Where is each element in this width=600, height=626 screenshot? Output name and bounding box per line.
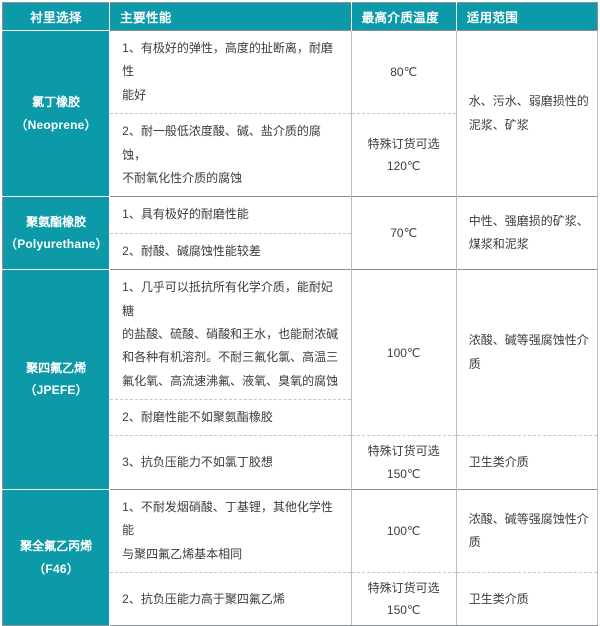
material-name-en: （F46） bbox=[33, 561, 79, 576]
table-row: 2、耐酸、碱腐蚀性能较差 bbox=[3, 232, 598, 270]
scope-cell: 卫生类介质 bbox=[456, 572, 599, 626]
property-line: 2、耐磨性能不如聚氨酯橡胶 bbox=[122, 410, 273, 425]
property-cell: 2、耐酸、碱腐蚀性能较差 bbox=[109, 232, 352, 270]
scope-line: 泥浆、矿浆 bbox=[468, 117, 529, 132]
column-header-applicable-range: 适用范围 bbox=[456, 2, 598, 31]
property-cell: 1、几乎可以抵抗所有化学介质，能耐妃糖 的盐酸、硫酸、硝酸和王水，也能耐浓碱 和… bbox=[109, 269, 352, 400]
temperature-cell: 100℃ bbox=[351, 269, 457, 436]
table-header: 衬里选择 主要性能 最高介质温度 适用范围 bbox=[2, 2, 598, 31]
scope-line: 浓酸、碱等强腐蚀性介 bbox=[468, 511, 589, 526]
temperature-note: 特殊订货可选 bbox=[367, 581, 440, 596]
material-name-cn: 聚四氟乙烯 bbox=[26, 361, 87, 376]
property-line: 不耐氧化性介质的腐蚀 bbox=[122, 170, 243, 185]
scope-cell: 卫生类介质 bbox=[456, 435, 599, 490]
temperature-value: 100℃ bbox=[386, 345, 421, 360]
material-cell-f46: 聚全氟乙丙烯 （F46） bbox=[2, 488, 111, 626]
scope-cell: 中性、强磨损的矿浆、 煤浆和泥浆 bbox=[456, 196, 599, 270]
property-line: 2、耐酸、碱腐蚀性能较差 bbox=[122, 243, 261, 258]
temperature-value: 70℃ bbox=[390, 226, 418, 241]
property-line: 氟化氧、高流速沸氟、液氧、臭氧的腐蚀 bbox=[122, 373, 339, 388]
property-line: 1、具有极好的耐磨性能 bbox=[122, 207, 249, 222]
temperature-value: 150℃ bbox=[386, 466, 421, 481]
scope-line: 浓酸、碱等强腐蚀性介 bbox=[468, 333, 589, 348]
table-row: 聚氨酯橡胶 （Polyurethane） 1、具有极好的耐磨性能 70℃ 中性、… bbox=[2, 196, 599, 270]
temperature-value: 80℃ bbox=[390, 64, 418, 79]
property-line: 和各种有机溶剂。不耐三氟化氯、高温三 bbox=[122, 350, 339, 365]
property-line: 2、抗负压能力高于聚四氟乙烯 bbox=[122, 591, 285, 606]
property-line: 3、抗负压能力不如氯丁胶想 bbox=[122, 454, 273, 469]
scope-line: 煤浆和泥浆 bbox=[468, 237, 529, 252]
property-cell: 2、耐磨性能不如聚氨酯橡胶 bbox=[109, 399, 352, 436]
property-line: 能好 bbox=[122, 87, 147, 102]
scope-line: 卫生类介质 bbox=[468, 591, 529, 606]
table-header-row: 衬里选择 主要性能 最高介质温度 适用范围 bbox=[2, 2, 598, 31]
temperature-cell: 80℃ bbox=[351, 29, 457, 114]
scope-line: 水、污水、弱磨损性的 bbox=[468, 94, 589, 109]
scope-line: 卫生类介质 bbox=[468, 454, 529, 469]
scope-line: 质 bbox=[468, 356, 481, 371]
property-cell: 2、抗负压能力高于聚四氟乙烯 bbox=[109, 572, 352, 626]
table-row: 2、耐一般低浓度酸、碱、盐介质的腐蚀， 不耐氧化性介质的腐蚀 特殊订货可选 12… bbox=[3, 113, 598, 197]
scope-line: 中性、强磨损的矿浆、 bbox=[468, 213, 589, 228]
scope-cell: 浓酸、碱等强腐蚀性介 质 bbox=[456, 488, 599, 573]
material-name-cn: 氯丁橡胶 bbox=[32, 95, 81, 110]
property-line: 1、有极好的弹性，高度的扯断离，耐磨性 bbox=[122, 41, 333, 79]
temperature-cell: 特殊订货可选 150℃ bbox=[351, 435, 457, 490]
property-line: 2、耐一般低浓度酸、碱、盐介质的腐蚀， bbox=[122, 124, 321, 162]
temperature-value: 120℃ bbox=[386, 159, 421, 174]
material-name-en: （Polyurethane） bbox=[5, 237, 108, 252]
temperature-value: 100℃ bbox=[386, 523, 421, 538]
property-line: 与聚四氟乙烯基本相同 bbox=[122, 546, 243, 561]
material-name-cn: 聚全氟乙丙烯 bbox=[20, 539, 93, 554]
property-line: 1、几乎可以抵抗所有化学介质，能耐妃糖 bbox=[122, 280, 333, 318]
temperature-note: 特殊订货可选 bbox=[367, 444, 440, 459]
table-row: 氯丁橡胶 （Neoprene） 1、有极好的弹性，高度的扯断离，耐磨性 能好 8… bbox=[2, 29, 599, 197]
material-name-en: （JPEFE） bbox=[24, 383, 88, 398]
material-name-en: （Neoprene） bbox=[15, 117, 97, 132]
material-cell-neoprene: 氯丁橡胶 （Neoprene） bbox=[2, 29, 111, 197]
material-name-cn: 聚氨酯橡胶 bbox=[26, 215, 87, 230]
column-header-main-properties: 主要性能 bbox=[109, 2, 352, 31]
property-cell: 1、有极好的弹性，高度的扯断离，耐磨性 能好 bbox=[109, 29, 352, 114]
material-cell-polyurethane: 聚氨酯橡胶 （Polyurethane） bbox=[2, 196, 111, 270]
property-cell: 3、抗负压能力不如氯丁胶想 bbox=[109, 435, 352, 490]
table-body: 氯丁橡胶 （Neoprene） 1、有极好的弹性，高度的扯断离，耐磨性 能好 8… bbox=[2, 29, 599, 626]
property-cell: 1、具有极好的耐磨性能 bbox=[109, 196, 352, 234]
scope-cell: 浓酸、碱等强腐蚀性介 质 bbox=[456, 269, 599, 436]
temperature-cell: 70℃ bbox=[351, 196, 457, 270]
temperature-value: 150℃ bbox=[386, 603, 421, 618]
temperature-note: 特殊订货可选 bbox=[367, 137, 440, 152]
temperature-cell: 100℃ bbox=[351, 488, 457, 573]
temperature-cell: 特殊订货可选 150℃ bbox=[351, 572, 457, 626]
scope-cell: 水、污水、弱磨损性的 泥浆、矿浆 bbox=[456, 29, 599, 197]
scope-line: 质 bbox=[468, 534, 481, 549]
table-row: 聚四氟乙烯 （JPEFE） 1、几乎可以抵抗所有化学介质，能耐妃糖 的盐酸、硫酸… bbox=[2, 269, 599, 490]
property-line: 的盐酸、硫酸、硝酸和王水，也能耐浓碱 bbox=[122, 326, 339, 341]
material-cell-jpefe: 聚四氟乙烯 （JPEFE） bbox=[2, 269, 111, 490]
property-cell: 1、不耐发烟硝酸、丁基锂，其他化学性能 与聚四氟乙烯基本相同 bbox=[109, 488, 352, 573]
column-header-max-medium-temperature: 最高介质温度 bbox=[351, 2, 457, 31]
temperature-cell: 特殊订货可选 120℃ bbox=[351, 113, 457, 197]
table-row: 聚全氟乙丙烯 （F46） 1、不耐发烟硝酸、丁基锂，其他化学性能 与聚四氟乙烯基… bbox=[2, 488, 599, 626]
column-header-lining-selection: 衬里选择 bbox=[2, 2, 111, 31]
property-cell: 2、耐一般低浓度酸、碱、盐介质的腐蚀， 不耐氧化性介质的腐蚀 bbox=[109, 113, 352, 197]
property-line: 1、不耐发烟硝酸、丁基锂，其他化学性能 bbox=[122, 499, 333, 538]
